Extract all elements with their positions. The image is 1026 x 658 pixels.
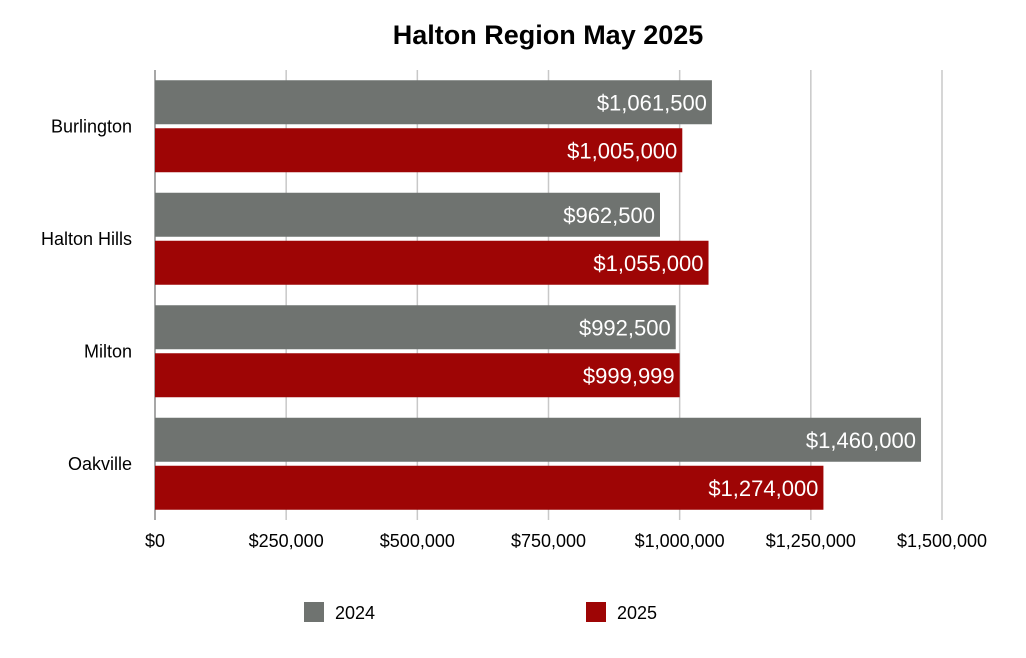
data-label: $1,061,500: [597, 90, 707, 115]
bar-2025-burlington: [155, 128, 683, 173]
tick-label: $1,500,000: [897, 531, 987, 551]
bar-2024-milton: [155, 305, 676, 350]
legend: 2024 2025: [304, 602, 657, 623]
bar-2025-halton-hills: [155, 240, 709, 285]
tick-label: $1,250,000: [766, 531, 856, 551]
category-label: Oakville: [68, 454, 132, 474]
value-axis: $0 $250,000 $500,000 $750,000 $1,000,000 $1,2…: [145, 531, 987, 551]
data-label: $1,460,000: [806, 428, 916, 453]
category-label: Milton: [84, 341, 132, 361]
bar-2025-milton: [155, 353, 680, 398]
legend-label: 2024: [335, 603, 375, 623]
bar-2025-oakville: [155, 465, 824, 510]
bar-2024-burlington: [155, 80, 712, 125]
category-label: Halton Hills: [41, 229, 132, 249]
data-label: $992,500: [579, 315, 671, 340]
tick-label: $500,000: [380, 531, 455, 551]
legend-swatch: [304, 602, 324, 622]
tick-label: $250,000: [249, 531, 324, 551]
data-label: $1,005,000: [567, 138, 677, 163]
data-label: $1,274,000: [708, 476, 818, 501]
category-label: Burlington: [51, 116, 132, 136]
tick-label: $0: [145, 531, 165, 551]
tick-label: $750,000: [511, 531, 586, 551]
chart-title: Halton Region May 2025: [393, 20, 704, 50]
data-labels: $1,061,500 $1,005,000 $962,500 $1,055,000 $9…: [563, 90, 916, 501]
bar-2024-halton-hills: [155, 192, 660, 237]
legend-swatch: [586, 602, 606, 622]
tick-label: $1,000,000: [635, 531, 725, 551]
category-axis: Burlington Halton Hills Milton Oakville: [41, 116, 132, 474]
legend-label: 2025: [617, 603, 657, 623]
bars: [155, 80, 922, 510]
data-label: $999,999: [583, 363, 675, 388]
data-label: $962,500: [563, 203, 655, 228]
bar-2024-oakville: [155, 417, 922, 462]
data-label: $1,055,000: [593, 251, 703, 276]
